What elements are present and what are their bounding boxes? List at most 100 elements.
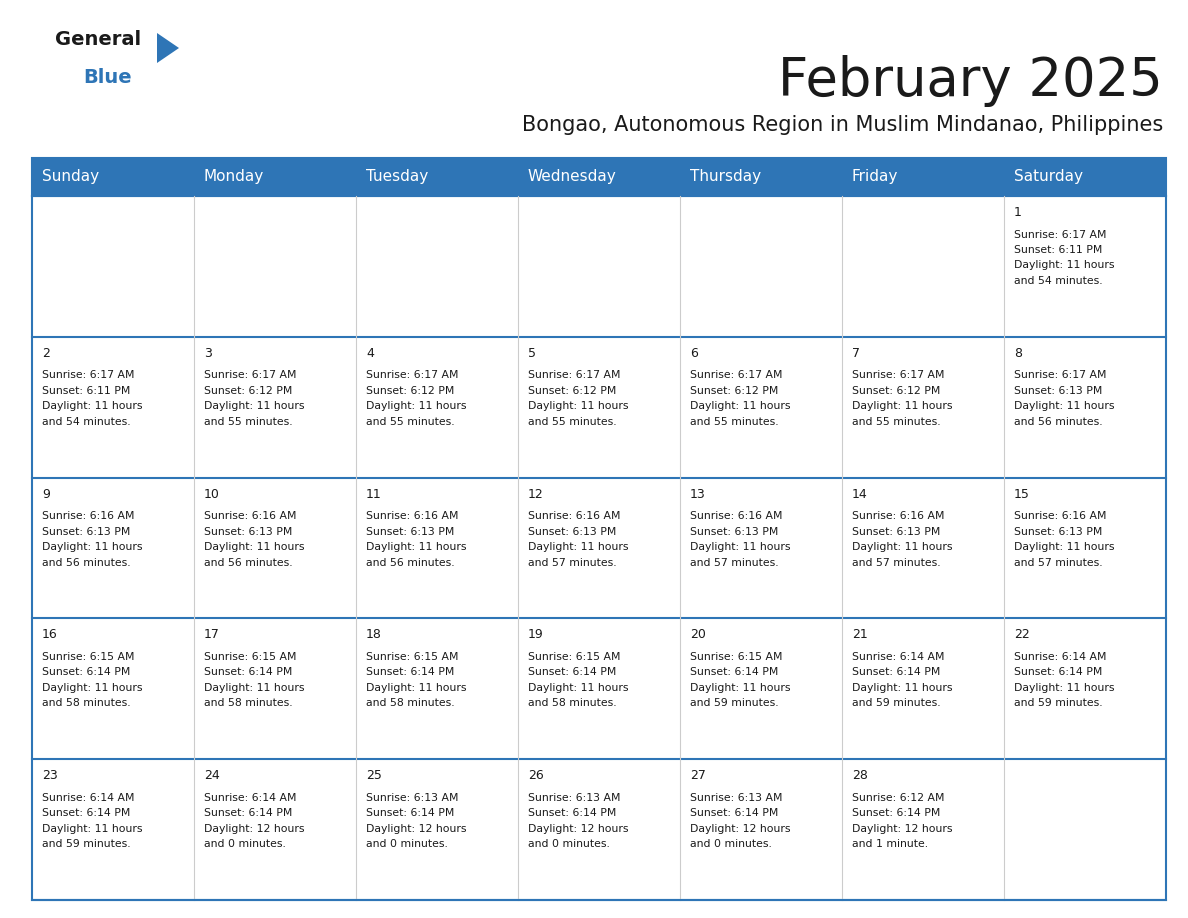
Text: Daylight: 11 hours: Daylight: 11 hours — [42, 543, 143, 552]
Text: Blue: Blue — [83, 68, 132, 87]
Text: Sunrise: 6:16 AM: Sunrise: 6:16 AM — [527, 511, 620, 521]
Text: Tuesday: Tuesday — [366, 170, 428, 185]
Text: Saturday: Saturday — [1013, 170, 1082, 185]
Text: and 56 minutes.: and 56 minutes. — [204, 557, 292, 567]
Bar — [32, 619, 1165, 759]
Text: 4: 4 — [366, 347, 374, 360]
Text: and 57 minutes.: and 57 minutes. — [527, 557, 617, 567]
Text: February 2025: February 2025 — [778, 55, 1163, 107]
Text: Daylight: 11 hours: Daylight: 11 hours — [1015, 683, 1114, 693]
Text: and 57 minutes.: and 57 minutes. — [1015, 557, 1102, 567]
Text: Sunset: 6:14 PM: Sunset: 6:14 PM — [690, 667, 778, 677]
Bar — [32, 158, 194, 196]
Text: Sunset: 6:14 PM: Sunset: 6:14 PM — [204, 667, 292, 677]
Text: Sunrise: 6:17 AM: Sunrise: 6:17 AM — [1015, 230, 1106, 240]
Polygon shape — [157, 33, 179, 63]
Text: Daylight: 11 hours: Daylight: 11 hours — [204, 401, 304, 411]
Text: Daylight: 12 hours: Daylight: 12 hours — [366, 823, 467, 834]
Text: 10: 10 — [204, 487, 220, 500]
Text: Daylight: 11 hours: Daylight: 11 hours — [42, 683, 143, 693]
Text: Sunrise: 6:15 AM: Sunrise: 6:15 AM — [690, 652, 783, 662]
Text: Sunrise: 6:13 AM: Sunrise: 6:13 AM — [527, 793, 620, 802]
Text: and 56 minutes.: and 56 minutes. — [1015, 417, 1102, 427]
Text: Sunset: 6:12 PM: Sunset: 6:12 PM — [204, 386, 292, 396]
Text: 5: 5 — [527, 347, 536, 360]
Text: Daylight: 12 hours: Daylight: 12 hours — [690, 823, 790, 834]
Text: and 58 minutes.: and 58 minutes. — [366, 699, 455, 709]
Text: Daylight: 11 hours: Daylight: 11 hours — [527, 543, 628, 552]
Text: and 57 minutes.: and 57 minutes. — [852, 557, 941, 567]
Text: Sunrise: 6:14 AM: Sunrise: 6:14 AM — [42, 793, 134, 802]
Text: and 55 minutes.: and 55 minutes. — [690, 417, 778, 427]
Text: 26: 26 — [527, 769, 544, 782]
Text: Sunrise: 6:17 AM: Sunrise: 6:17 AM — [1015, 370, 1106, 380]
Text: Sunrise: 6:16 AM: Sunrise: 6:16 AM — [1015, 511, 1106, 521]
Text: and 59 minutes.: and 59 minutes. — [690, 699, 778, 709]
Text: Sunset: 6:13 PM: Sunset: 6:13 PM — [1015, 386, 1102, 396]
Text: Daylight: 11 hours: Daylight: 11 hours — [366, 401, 467, 411]
Text: and 0 minutes.: and 0 minutes. — [204, 839, 286, 849]
Text: and 0 minutes.: and 0 minutes. — [366, 839, 448, 849]
Text: Daylight: 11 hours: Daylight: 11 hours — [204, 543, 304, 552]
Text: 8: 8 — [1015, 347, 1022, 360]
Text: Sunset: 6:13 PM: Sunset: 6:13 PM — [1015, 527, 1102, 537]
Text: Sunset: 6:14 PM: Sunset: 6:14 PM — [527, 667, 617, 677]
Text: Sunset: 6:12 PM: Sunset: 6:12 PM — [852, 386, 941, 396]
Text: Sunset: 6:14 PM: Sunset: 6:14 PM — [690, 808, 778, 818]
Text: and 55 minutes.: and 55 minutes. — [527, 417, 617, 427]
Bar — [1004, 158, 1165, 196]
Text: and 59 minutes.: and 59 minutes. — [852, 699, 941, 709]
Text: 27: 27 — [690, 769, 706, 782]
Text: and 57 minutes.: and 57 minutes. — [690, 557, 778, 567]
Bar — [32, 158, 1165, 900]
Text: Daylight: 12 hours: Daylight: 12 hours — [527, 823, 628, 834]
Text: and 55 minutes.: and 55 minutes. — [204, 417, 292, 427]
Text: 3: 3 — [204, 347, 211, 360]
Text: Daylight: 11 hours: Daylight: 11 hours — [42, 823, 143, 834]
Text: Sunrise: 6:16 AM: Sunrise: 6:16 AM — [366, 511, 459, 521]
Text: Sunset: 6:14 PM: Sunset: 6:14 PM — [366, 667, 454, 677]
Text: Daylight: 11 hours: Daylight: 11 hours — [852, 543, 953, 552]
Text: Daylight: 11 hours: Daylight: 11 hours — [690, 683, 790, 693]
Text: and 0 minutes.: and 0 minutes. — [527, 839, 609, 849]
Text: Monday: Monday — [203, 170, 264, 185]
Text: 2: 2 — [42, 347, 50, 360]
Bar — [518, 158, 680, 196]
Text: Daylight: 11 hours: Daylight: 11 hours — [366, 683, 467, 693]
Bar — [680, 158, 842, 196]
Text: Sunrise: 6:16 AM: Sunrise: 6:16 AM — [204, 511, 297, 521]
Text: Sunrise: 6:15 AM: Sunrise: 6:15 AM — [366, 652, 459, 662]
Text: Daylight: 11 hours: Daylight: 11 hours — [690, 543, 790, 552]
Text: 20: 20 — [690, 629, 706, 642]
Text: Sunrise: 6:17 AM: Sunrise: 6:17 AM — [42, 370, 134, 380]
Bar — [194, 158, 356, 196]
Text: 16: 16 — [42, 629, 58, 642]
Text: 21: 21 — [852, 629, 867, 642]
Text: Sunrise: 6:17 AM: Sunrise: 6:17 AM — [852, 370, 944, 380]
Text: Sunrise: 6:15 AM: Sunrise: 6:15 AM — [527, 652, 620, 662]
Text: 6: 6 — [690, 347, 697, 360]
Text: 14: 14 — [852, 487, 867, 500]
Text: 22: 22 — [1015, 629, 1030, 642]
Text: 7: 7 — [852, 347, 860, 360]
Text: and 54 minutes.: and 54 minutes. — [42, 417, 131, 427]
Text: Sunset: 6:12 PM: Sunset: 6:12 PM — [527, 386, 617, 396]
Text: Sunset: 6:12 PM: Sunset: 6:12 PM — [366, 386, 454, 396]
Text: Sunset: 6:14 PM: Sunset: 6:14 PM — [527, 808, 617, 818]
Bar — [32, 196, 1165, 337]
Text: Sunset: 6:14 PM: Sunset: 6:14 PM — [1015, 667, 1102, 677]
Text: 13: 13 — [690, 487, 706, 500]
Text: 15: 15 — [1015, 487, 1030, 500]
Text: Sunset: 6:12 PM: Sunset: 6:12 PM — [690, 386, 778, 396]
Text: Sunset: 6:13 PM: Sunset: 6:13 PM — [204, 527, 292, 537]
Text: Sunrise: 6:17 AM: Sunrise: 6:17 AM — [204, 370, 297, 380]
Text: Sunrise: 6:16 AM: Sunrise: 6:16 AM — [42, 511, 134, 521]
Text: and 55 minutes.: and 55 minutes. — [366, 417, 455, 427]
Text: Sunrise: 6:13 AM: Sunrise: 6:13 AM — [690, 793, 783, 802]
Bar — [32, 759, 1165, 900]
Text: Sunset: 6:14 PM: Sunset: 6:14 PM — [42, 808, 131, 818]
Text: 23: 23 — [42, 769, 58, 782]
Text: Wednesday: Wednesday — [527, 170, 617, 185]
Text: Sunset: 6:14 PM: Sunset: 6:14 PM — [42, 667, 131, 677]
Text: Sunset: 6:14 PM: Sunset: 6:14 PM — [366, 808, 454, 818]
